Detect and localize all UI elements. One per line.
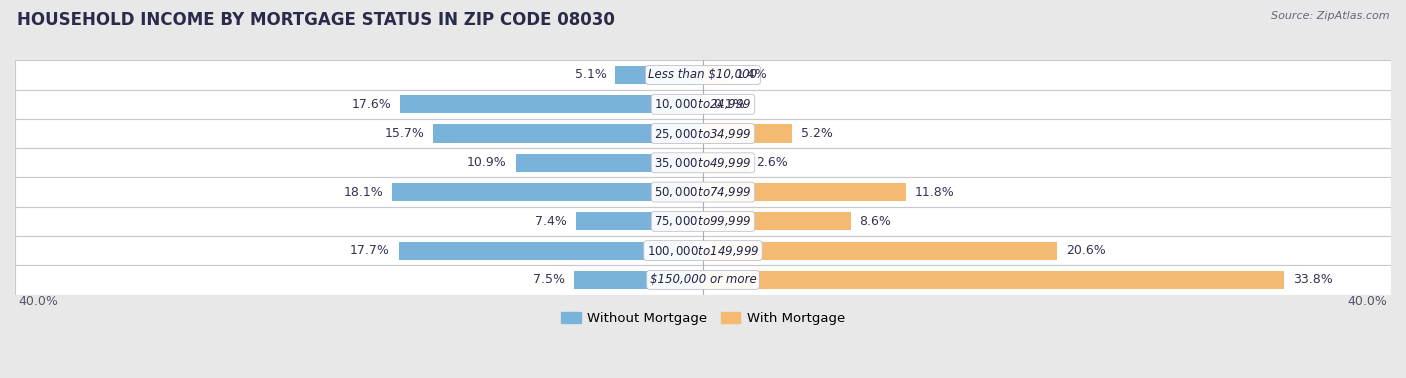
Bar [398, 242, 703, 260]
Text: 7.4%: 7.4% [536, 215, 567, 228]
Bar [703, 95, 704, 113]
Bar [401, 95, 703, 113]
Text: 15.7%: 15.7% [384, 127, 425, 140]
Text: $10,000 to $24,999: $10,000 to $24,999 [654, 97, 752, 111]
Text: 33.8%: 33.8% [1294, 273, 1333, 287]
Text: 5.1%: 5.1% [575, 68, 606, 82]
Text: 40.0%: 40.0% [1348, 294, 1388, 308]
Text: 7.5%: 7.5% [533, 273, 565, 287]
Bar [703, 242, 1057, 260]
Text: 0.1%: 0.1% [713, 98, 745, 111]
Bar [15, 265, 1391, 294]
Text: $75,000 to $99,999: $75,000 to $99,999 [654, 214, 752, 228]
Text: $25,000 to $34,999: $25,000 to $34,999 [654, 127, 752, 141]
Text: 8.6%: 8.6% [859, 215, 891, 228]
Text: Source: ZipAtlas.com: Source: ZipAtlas.com [1271, 11, 1389, 21]
Bar [703, 66, 727, 84]
Bar [15, 177, 1391, 207]
Bar [15, 236, 1391, 265]
Bar [15, 148, 1391, 177]
Bar [15, 207, 1391, 236]
Bar [703, 124, 793, 143]
Text: HOUSEHOLD INCOME BY MORTGAGE STATUS IN ZIP CODE 08030: HOUSEHOLD INCOME BY MORTGAGE STATUS IN Z… [17, 11, 614, 29]
Text: 17.7%: 17.7% [350, 244, 389, 257]
Bar [433, 124, 703, 143]
Text: $50,000 to $74,999: $50,000 to $74,999 [654, 185, 752, 199]
Text: $100,000 to $149,999: $100,000 to $149,999 [647, 243, 759, 258]
Text: 5.2%: 5.2% [801, 127, 832, 140]
Text: 1.4%: 1.4% [735, 68, 768, 82]
Bar [703, 271, 1284, 289]
Bar [703, 154, 748, 172]
Bar [616, 66, 703, 84]
Bar [392, 183, 703, 201]
Bar [15, 119, 1391, 148]
Bar [516, 154, 703, 172]
Text: 11.8%: 11.8% [914, 186, 955, 198]
Text: 10.9%: 10.9% [467, 156, 508, 169]
Text: 17.6%: 17.6% [352, 98, 392, 111]
Text: Less than $10,000: Less than $10,000 [648, 68, 758, 82]
Text: $150,000 or more: $150,000 or more [650, 273, 756, 287]
Text: 20.6%: 20.6% [1066, 244, 1105, 257]
Text: 2.6%: 2.6% [756, 156, 789, 169]
Bar [575, 212, 703, 231]
Bar [15, 60, 1391, 90]
Legend: Without Mortgage, With Mortgage: Without Mortgage, With Mortgage [555, 307, 851, 330]
Text: 40.0%: 40.0% [18, 294, 58, 308]
Bar [703, 212, 851, 231]
Bar [703, 183, 905, 201]
Text: $35,000 to $49,999: $35,000 to $49,999 [654, 156, 752, 170]
Bar [15, 90, 1391, 119]
Bar [574, 271, 703, 289]
Text: 18.1%: 18.1% [343, 186, 382, 198]
